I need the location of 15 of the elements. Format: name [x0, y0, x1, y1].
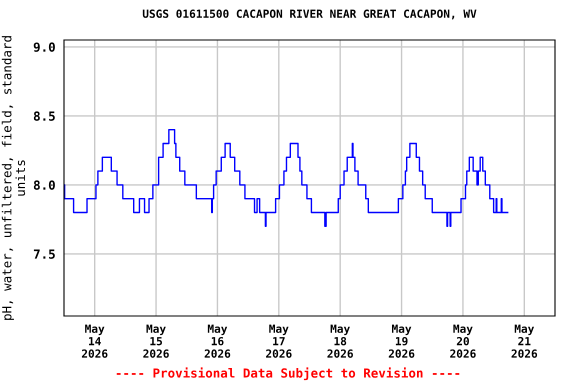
x-tick-label: May 15 2026: [143, 324, 169, 358]
y-tick-label: 8.0: [34, 180, 55, 190]
x-tick-label: May 17 2026: [266, 324, 292, 358]
y-axis-title: pH, water, unfiltered, field, standard units: [2, 36, 26, 320]
x-tick-label: May 16 2026: [204, 324, 230, 358]
y-tick-label: 9.0: [34, 42, 55, 52]
text: ---- Provisional Data Subject to Revision ----: [116, 367, 460, 380]
y-tick-label: 7.5: [34, 250, 55, 259]
y-tick-label: 8.5: [34, 111, 55, 121]
x-tick-label: May 14 2026: [82, 324, 108, 358]
x-tick-label: May 18 2026: [327, 324, 353, 358]
chart-title: USGS 01611500 CACAPON RIVER NEAR GREAT CACAPON, WV: [142, 10, 476, 20]
x-tick-label: May 19 2026: [388, 324, 414, 358]
x-tick-label: May 21 2026: [512, 324, 538, 358]
x-tick-label: May 20 2026: [450, 324, 476, 358]
